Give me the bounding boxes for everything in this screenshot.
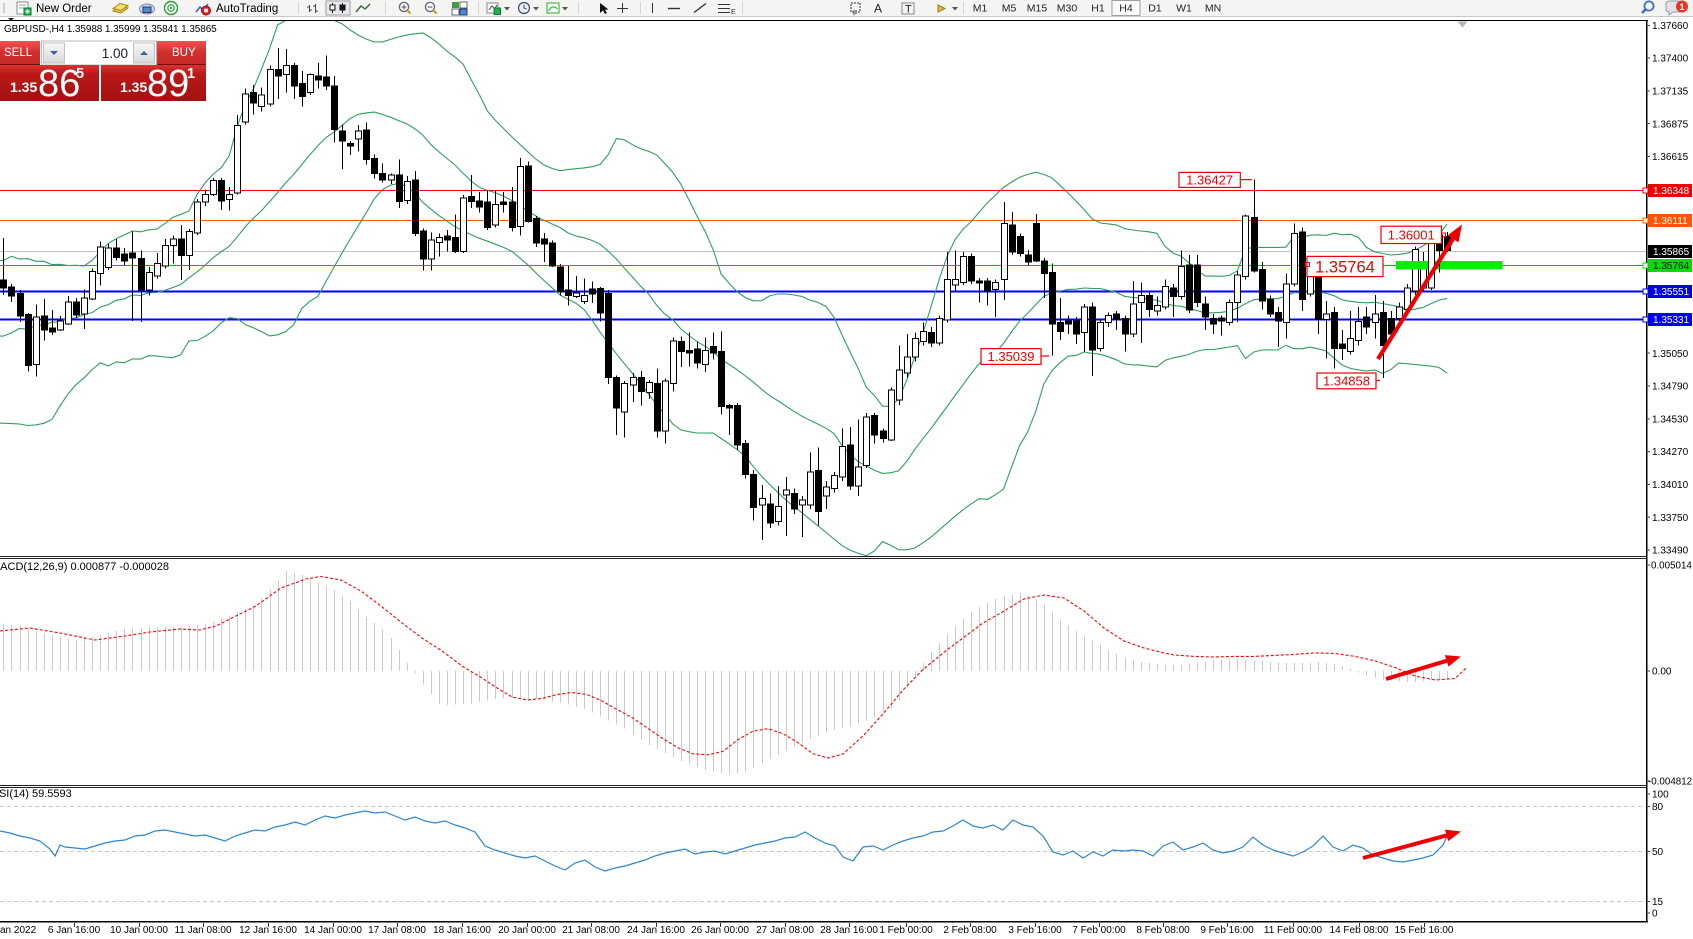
svg-text:1.35551: 1.35551 [1653, 287, 1690, 298]
svg-text:1.34010: 1.34010 [1652, 480, 1689, 491]
svg-text:1.35764: 1.35764 [1653, 261, 1690, 272]
svg-text:1.36875: 1.36875 [1652, 119, 1689, 130]
svg-text:2 Feb 08:00: 2 Feb 08:00 [943, 925, 997, 936]
svg-text:26 Jan 00:00: 26 Jan 00:00 [691, 925, 749, 936]
svg-text:20 Jan 00:00: 20 Jan 00:00 [498, 925, 556, 936]
svg-text:28 Jan 16:00: 28 Jan 16:00 [820, 925, 878, 936]
svg-text:1: 1 [187, 66, 195, 82]
svg-text:24 Jan 16:00: 24 Jan 16:00 [627, 925, 685, 936]
svg-text:SELL: SELL [4, 47, 33, 59]
svg-text:1 Feb 00:00: 1 Feb 00:00 [879, 925, 933, 936]
svg-text:27 Jan 08:00: 27 Jan 08:00 [756, 925, 814, 936]
svg-text:A: A [874, 2, 882, 16]
svg-text:1.35039: 1.35039 [988, 349, 1035, 364]
svg-text:14 Feb 08:00: 14 Feb 08:00 [1330, 925, 1389, 936]
svg-text:1.35: 1.35 [120, 79, 147, 95]
svg-text:AutoTrading: AutoTrading [216, 3, 278, 15]
svg-text:5: 5 [76, 66, 84, 82]
svg-text:80: 80 [1652, 802, 1664, 813]
svg-text:E: E [731, 9, 736, 16]
svg-text:10 Jan 00:00: 10 Jan 00:00 [110, 925, 168, 936]
svg-text:7 Feb 00:00: 7 Feb 00:00 [1072, 925, 1126, 936]
svg-text:1.37400: 1.37400 [1652, 54, 1689, 65]
svg-text:1.34858: 1.34858 [1323, 374, 1370, 389]
svg-text:11 Jan 08:00: 11 Jan 08:00 [174, 925, 232, 936]
svg-text:1.36001: 1.36001 [1388, 228, 1435, 243]
svg-text:0: 0 [1652, 909, 1658, 920]
svg-text:1.36111: 1.36111 [1653, 216, 1688, 227]
svg-text:T: T [905, 4, 912, 16]
svg-text:1.37660: 1.37660 [1652, 21, 1689, 32]
svg-text:14 Jan 00:00: 14 Jan 00:00 [304, 925, 362, 936]
svg-text:86: 86 [38, 63, 80, 105]
svg-text:H4: H4 [1119, 3, 1133, 15]
svg-text:M5: M5 [1002, 3, 1017, 15]
svg-text:GBPUSD-,H4 1.35988 1.35999 1.: GBPUSD-,H4 1.35988 1.35999 1.35841 1.358… [4, 24, 217, 35]
svg-text:89: 89 [147, 63, 189, 105]
svg-text:H1: H1 [1091, 3, 1105, 15]
svg-text:F: F [853, 11, 857, 18]
svg-text:17 Jan 08:00: 17 Jan 08:00 [368, 925, 426, 936]
svg-text:1.36348: 1.36348 [1653, 186, 1690, 197]
svg-text:an 2022: an 2022 [0, 925, 37, 936]
svg-text:1.35: 1.35 [10, 79, 37, 95]
svg-text:21 Jan 08:00: 21 Jan 08:00 [562, 925, 620, 936]
svg-text:1.37135: 1.37135 [1652, 87, 1689, 98]
svg-text:100: 100 [1652, 790, 1669, 801]
svg-text:15: 15 [1652, 897, 1664, 908]
svg-text:1.36427: 1.36427 [1186, 173, 1233, 188]
svg-text:1: 1 [1679, 2, 1685, 13]
svg-text:1.34530: 1.34530 [1652, 414, 1689, 425]
svg-text:New Order: New Order [36, 3, 92, 15]
svg-text:1.35331: 1.35331 [1653, 315, 1690, 326]
svg-text:MN: MN [1205, 3, 1221, 15]
svg-text:9 Feb 16:00: 9 Feb 16:00 [1200, 925, 1254, 936]
svg-text:D1: D1 [1148, 3, 1162, 15]
svg-text:3 Feb 16:00: 3 Feb 16:00 [1008, 925, 1062, 936]
svg-text:1.35050: 1.35050 [1652, 349, 1689, 360]
svg-text:1.35865: 1.35865 [1653, 247, 1690, 258]
svg-text:11 Feb 00:00: 11 Feb 00:00 [1264, 925, 1323, 936]
svg-text:M15: M15 [1027, 3, 1048, 15]
svg-text:1.34790: 1.34790 [1652, 382, 1689, 393]
svg-text:1.33490: 1.33490 [1652, 546, 1689, 557]
svg-text:1.36615: 1.36615 [1652, 152, 1689, 163]
svg-text:-0.004812: -0.004812 [1648, 777, 1692, 788]
svg-text:0.00: 0.00 [1652, 667, 1672, 678]
svg-text:MACD(12,26,9) 0.000877 -0.0000: MACD(12,26,9) 0.000877 -0.000028 [0, 561, 169, 573]
svg-text:8 Feb 08:00: 8 Feb 08:00 [1136, 925, 1190, 936]
svg-text:18 Jan 16:00: 18 Jan 16:00 [433, 925, 491, 936]
svg-text:1.35764: 1.35764 [1315, 258, 1375, 276]
svg-text:6 Jan 16:00: 6 Jan 16:00 [48, 925, 101, 936]
svg-text:15 Feb 16:00: 15 Feb 16:00 [1395, 925, 1454, 936]
svg-text:W1: W1 [1176, 3, 1192, 15]
svg-text:1.33750: 1.33750 [1652, 513, 1689, 524]
svg-text:M30: M30 [1057, 3, 1078, 15]
svg-text:BUY: BUY [172, 47, 196, 59]
svg-text:12 Jan 16:00: 12 Jan 16:00 [239, 925, 297, 936]
svg-text:RSI(14) 59.5593: RSI(14) 59.5593 [0, 788, 72, 800]
svg-text:1.34270: 1.34270 [1652, 447, 1689, 458]
svg-text:50: 50 [1652, 847, 1664, 858]
svg-text:1.00: 1.00 [102, 46, 128, 61]
svg-text:M1: M1 [973, 3, 988, 15]
svg-text:0.005014: 0.005014 [1651, 561, 1692, 572]
